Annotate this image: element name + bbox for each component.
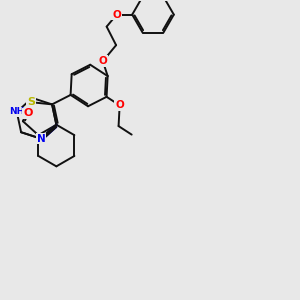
Text: NH: NH	[9, 107, 24, 116]
Text: O: O	[23, 108, 32, 118]
Text: N: N	[37, 134, 45, 144]
Text: O: O	[115, 100, 124, 110]
Text: O: O	[98, 56, 107, 66]
Text: O: O	[112, 10, 121, 20]
Text: S: S	[27, 97, 35, 107]
